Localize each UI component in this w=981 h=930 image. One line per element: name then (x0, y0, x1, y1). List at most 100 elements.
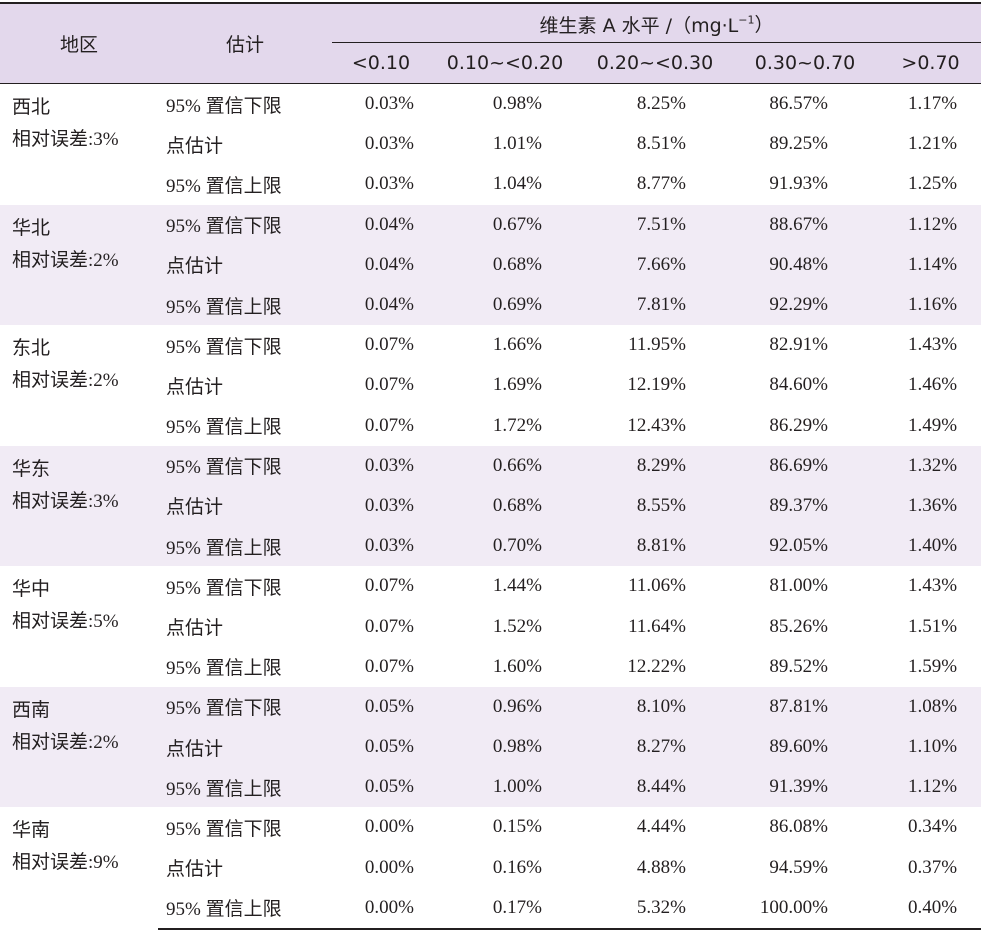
value-cell: 0.68% (430, 244, 580, 285)
value-cell: 0.04% (332, 244, 430, 285)
value-cell: 0.03% (332, 526, 430, 567)
value-cell: 11.95% (628, 334, 686, 356)
value-cell: 0.04% (332, 284, 430, 326)
value-cell: 11.64% (628, 615, 686, 637)
header-col-3: 0.20~<0.30 (580, 42, 730, 84)
value-cell: 0.70% (430, 526, 580, 567)
value-cell: 1.16% (880, 284, 981, 326)
value-cell: 0.07% (364, 575, 414, 597)
estimate-type-cell: 95% 置信下限 (166, 95, 282, 117)
relative-error: 相对误差:3% (12, 490, 119, 512)
value-cell: 0.05% (332, 767, 430, 808)
value-cell: 8.44% (580, 767, 730, 808)
estimate-type-cell: 95% 置信下限 (158, 204, 332, 245)
value-cell: 8.81% (580, 526, 730, 567)
table-row: 点估计 0.07% 1.69% 12.19% 84.60% 1.46% (0, 365, 981, 405)
header-group-label: 维生素 A 水平 /（mg·L (539, 14, 739, 37)
value-cell: 89.52% (769, 655, 828, 677)
estimate-type-cell: 95% 置信上限 (166, 417, 282, 439)
value-cell: 0.03% (364, 93, 414, 115)
value-cell: 8.77% (636, 173, 686, 195)
value-cell: 1.36% (880, 485, 981, 527)
value-cell: 1.72% (492, 414, 542, 436)
value-cell: 0.66% (430, 445, 580, 486)
table-row: 点估计 0.07% 1.52% 11.64% 85.26% 1.51% (0, 606, 981, 646)
table-row: 点估计 0.00% 0.16% 4.88% 94.59% 0.37% (0, 848, 981, 888)
value-cell: 85.26% (769, 615, 828, 637)
region-group: 华中 相对误差:5% 95% 置信下限 0.07% 1.44% 11.06% 81.00% 1… (0, 566, 981, 687)
table-row: 华中 相对误差:5% 95% 置信下限 0.07% 1.44% 11.06% 81.00% 1… (0, 566, 981, 632)
value-cell: 0.07% (364, 334, 414, 356)
value-cell: 0.69% (430, 284, 580, 326)
value-cell: 12.19% (627, 374, 686, 396)
table-row: 95% 置信上限 0.07% 1.60% 12.22% 89.52% 1.59% (0, 647, 981, 687)
value-cell: 0.98% (430, 727, 580, 768)
relative-error: 相对误差:2% (12, 731, 119, 753)
region-group: 华北 相对误差:2% 95% 置信下限 0.04% 0.67% 7.51% 88.67% 1.… (0, 204, 981, 326)
value-cell: 0.68% (430, 485, 580, 527)
estimate-type-cell: 点估计 (158, 244, 332, 285)
value-cell: 11.06% (628, 575, 686, 597)
value-cell: 0.00% (364, 856, 414, 878)
estimate-type-cell: 95% 置信上限 (158, 887, 332, 930)
region-name: 西北 (12, 97, 51, 118)
region-name: 华东 (12, 458, 51, 480)
estimate-type-cell: 点估计 (166, 135, 224, 157)
value-cell: 1.25% (907, 173, 958, 195)
value-cell: 1.40% (880, 526, 981, 567)
value-cell: 91.93% (769, 173, 828, 195)
header-estimate: 估计 (158, 3, 332, 84)
table-row: 95% 置信上限 0.00% 0.17% 5.32% 100.00% 0.40% (0, 887, 981, 930)
value-cell: 1.21% (907, 133, 958, 155)
relative-error: 相对误差:9% (12, 852, 119, 874)
value-cell: 0.00% (364, 816, 414, 838)
value-cell: 0.00% (332, 887, 430, 930)
region-name: 东北 (12, 338, 51, 360)
value-cell: 92.29% (730, 284, 880, 326)
value-cell: 1.01% (492, 133, 542, 155)
estimate-type-cell: 95% 置信下限 (166, 336, 282, 358)
region-cell: 华北 相对误差:2% (0, 204, 158, 326)
relative-error: 相对误差:3% (12, 129, 119, 150)
value-cell: 4.88% (636, 856, 686, 878)
value-cell: 87.81% (730, 686, 880, 727)
value-cell: 82.91% (769, 334, 828, 356)
table-row: 点估计 0.05% 0.98% 8.27% 89.60% 1.10% (0, 727, 981, 768)
value-cell: 1.08% (880, 686, 981, 727)
region-name: 西南 (12, 699, 51, 721)
region-cell: 西南相对误差:2% (0, 686, 158, 808)
value-cell: 1.66% (492, 334, 542, 356)
estimate-type-cell: 95% 置信下限 (158, 445, 332, 486)
value-cell: 90.48% (730, 244, 880, 285)
value-cell: 1.60% (492, 655, 542, 677)
table-row: 华北 相对误差:2% 95% 置信下限 0.04% 0.67% 7.51% 88.67% 1.… (0, 204, 981, 326)
value-cell: 0.40% (880, 887, 981, 930)
value-cell: 1.44% (492, 575, 542, 597)
table-row: 华东 相对误差:3% 95% 置信下限 0.03% 0.66% 8.29% 86.69% 1.… (0, 445, 981, 567)
value-cell: 12.22% (627, 655, 686, 677)
value-cell: 86.08% (769, 816, 828, 838)
relative-error: 相对误差:5% (12, 611, 119, 633)
region-cell: 华中 相对误差:5% (0, 566, 158, 687)
value-cell: 0.04% (332, 204, 430, 245)
table-row: 华南 相对误差:9% 95% 置信下限 0.00% 0.15% 4.44% 86.08% 0.… (0, 807, 981, 873)
value-cell: 1.04% (492, 173, 542, 195)
estimate-type-cell: 95% 置信上限 (158, 767, 332, 808)
region-group: 东北 相对误差:2% 95% 置信下限 0.07% 1.66% 11.95% 82.91% 1… (0, 325, 981, 446)
value-cell: 0.03% (364, 173, 414, 195)
value-cell: 1.14% (880, 244, 981, 285)
header-col-1: <0.10 (332, 42, 430, 84)
value-cell: 0.37% (907, 856, 958, 878)
value-cell: 8.51% (636, 133, 686, 155)
value-cell: 91.39% (730, 767, 880, 808)
table-row: 95% 置信上限 0.03% 0.70% 8.81% 92.05% 1.40% (0, 526, 981, 567)
value-cell: 1.51% (907, 615, 958, 637)
value-cell: 0.03% (364, 133, 414, 155)
value-cell: 4.44% (636, 816, 686, 838)
estimate-type-cell: 95% 置信上限 (158, 526, 332, 567)
value-cell: 86.29% (769, 414, 828, 436)
value-cell: 0.05% (332, 727, 430, 768)
value-cell: 0.67% (430, 204, 580, 245)
value-cell: 0.07% (364, 615, 414, 637)
